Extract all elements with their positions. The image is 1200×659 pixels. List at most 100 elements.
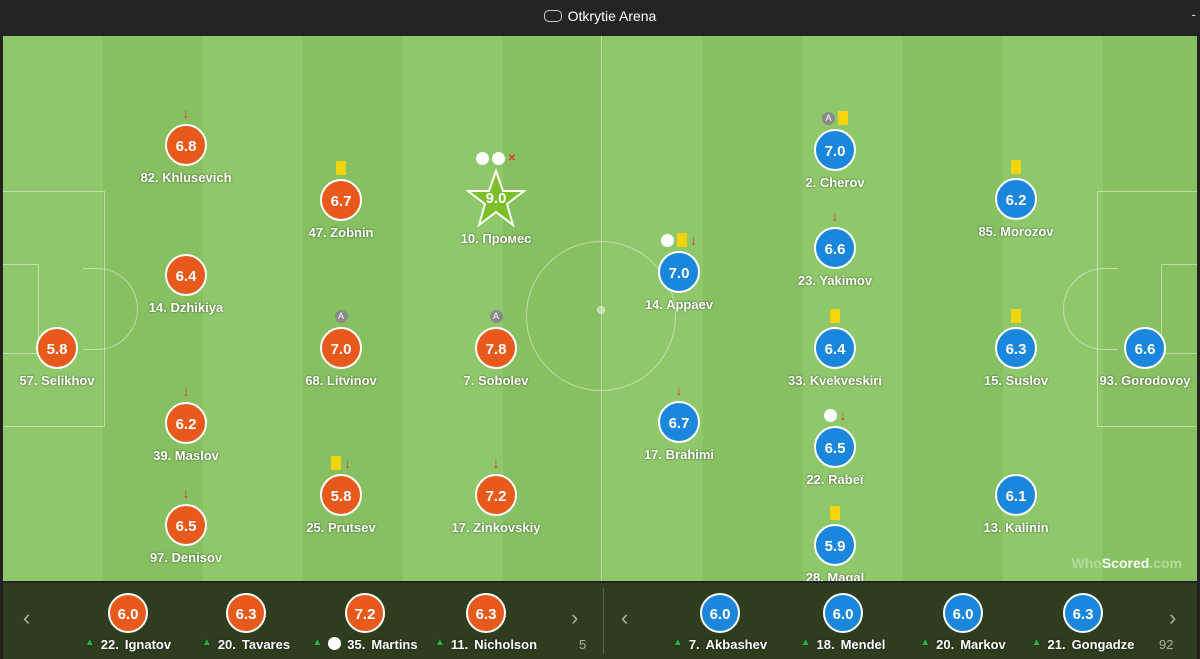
player-name: 23. Yakimov (797, 273, 873, 288)
subbed-off-icon: ↓ (839, 407, 847, 423)
player-marker[interactable]: A 7.0 2. Cherov (760, 109, 910, 190)
player-name: 25. Prutsev (306, 520, 376, 535)
player-name: 39. Maslov (153, 448, 219, 463)
yellow-card-icon (331, 456, 341, 470)
player-marker[interactable]: ↓ 6.6 23. Yakimov (760, 207, 910, 288)
substitute-marker[interactable]: 6.0 ▲ 20. Markov (893, 593, 1033, 652)
player-rating: 6.7 (658, 401, 700, 443)
yellow-card-icon (838, 111, 848, 125)
player-event-icons: ↓ (111, 484, 261, 502)
player-rating: 6.6 (814, 227, 856, 269)
yellow-card-icon (1011, 160, 1021, 174)
substitute-rating: 6.0 (943, 593, 983, 633)
player-marker[interactable]: A 7.8 7. Sobolev (421, 307, 571, 388)
substitute-name: Ignatov (124, 637, 172, 652)
substitute-name: Markov (960, 637, 1006, 652)
substitute-rating: 6.3 (466, 593, 506, 633)
player-marker[interactable]: A 7.0 68. Litvinov (266, 307, 416, 388)
substitute-marker[interactable]: 6.0 ▲ 18. Mendel (773, 593, 913, 652)
player-marker[interactable]: 6.3 15. Suslov (941, 307, 1091, 388)
goal-ball-icon (661, 233, 674, 247)
player-event-icons: ↓ (111, 104, 261, 122)
player-rating: 6.4 (165, 254, 207, 296)
assist-icon: A (334, 309, 348, 323)
player-marker[interactable]: ↓ 6.8 82. Khlusevich (111, 104, 261, 185)
yellow-card-icon (830, 506, 840, 520)
player-rating: 5.8 (320, 474, 362, 516)
player-rating: 5.8 (36, 327, 78, 369)
subbed-off-icon: ↓ (182, 105, 190, 121)
substitute-number: 20. (217, 637, 236, 652)
player-marker[interactable]: ✕ 9.0 10. Промес (421, 149, 571, 246)
player-marker[interactable]: ↓ 6.2 39. Maslov (111, 382, 261, 463)
assist-icon: A (822, 111, 835, 125)
player-marker[interactable]: ↓ 6.5 97. Denisov (111, 484, 261, 565)
player-marker[interactable]: 6.1 13. Kalinin (941, 454, 1091, 535)
subbed-on-icon: ▲ (1031, 637, 1042, 648)
substitute-marker[interactable]: 6.0 ▲ 22. Ignatov (58, 593, 198, 652)
player-event-icons: A (760, 109, 910, 127)
man-of-the-match-star-icon: 9.0 (466, 169, 526, 227)
player-event-icons (941, 158, 1091, 176)
player-rating: 7.0 (658, 251, 700, 293)
substitute-marker[interactable]: 6.3 ▲ 21. Gongadze (1013, 593, 1153, 652)
substitute-number: 35. (347, 637, 366, 652)
goal-ball-icon (475, 151, 489, 165)
subbed-off-icon: ↓ (492, 455, 500, 471)
player-rating: 7.0 (814, 129, 856, 171)
bench-away-next-arrow[interactable]: › (1169, 605, 1177, 630)
substitute-marker[interactable]: 6.0 ▲ 7. Akbashev (650, 593, 790, 652)
player-event-icons (266, 159, 416, 177)
substitute-rating: 6.0 (700, 593, 740, 633)
player-name: 13. Kalinin (983, 520, 1049, 535)
player-rating: 6.5 (165, 504, 207, 546)
player-marker[interactable]: ↓ 7.0 14. Appaev (604, 231, 754, 312)
player-event-icons: ↓ (760, 207, 910, 225)
player-marker[interactable]: 5.9 28. Magal (760, 504, 910, 581)
substitute-name-row: ▲ 22. Ignatov (58, 637, 198, 652)
player-rating: 7.0 (320, 327, 362, 369)
player-marker[interactable]: 6.6 93. Gorodovoy (1070, 307, 1197, 388)
left-goal-box (3, 264, 39, 354)
subbed-off-icon: ↓ (344, 455, 351, 471)
player-marker[interactable]: ↓ 7.2 17. Zinkovskiy (421, 454, 571, 535)
substitute-name-row: ▲ 18. Mendel (773, 637, 913, 652)
bench-away-prev-arrow[interactable]: ‹ (621, 605, 629, 630)
player-name: 2. Cherov (805, 175, 865, 190)
bench-home-prev-arrow[interactable]: ‹ (23, 605, 31, 630)
subbed-on-icon: ▲ (312, 637, 323, 648)
player-marker[interactable]: 6.7 47. Zobnin (266, 159, 416, 240)
player-rating: 9.0 (485, 190, 507, 207)
substitute-number: 18. (816, 637, 835, 652)
player-rating: 7.8 (475, 327, 517, 369)
player-marker[interactable]: 6.4 14. Dzhikiya (111, 234, 261, 315)
player-marker[interactable]: ↓ 6.5 22. Rabeï (760, 406, 910, 487)
substitute-number: 20. (936, 637, 955, 652)
player-event-icons: ✕ (421, 149, 571, 167)
substitute-name: Mendel (840, 637, 886, 652)
player-marker[interactable]: ↓ 6.7 17. Brahimi (604, 381, 754, 462)
player-event-icons (111, 234, 261, 252)
subbed-off-icon: ↓ (831, 208, 839, 224)
player-name: 17. Zinkovskiy (451, 520, 541, 535)
bench-home-next-arrow[interactable]: › (571, 605, 579, 630)
substitute-name: Martins (371, 637, 418, 652)
collapse-button[interactable]: - (1191, 6, 1196, 22)
player-marker[interactable]: 5.8 57. Selikhov (3, 307, 132, 388)
center-circle (526, 241, 676, 391)
substitute-name: Tavares (241, 637, 291, 652)
player-event-icons (1070, 307, 1197, 325)
substitute-rating: 6.3 (1063, 593, 1103, 633)
substitute-marker[interactable]: 6.3 ▲ 11. Nicholson (416, 593, 556, 652)
substitute-name-row: ▲ 11. Nicholson (416, 637, 556, 652)
player-marker[interactable]: 6.2 85. Morozov (941, 158, 1091, 239)
player-event-icons: ↓ (604, 231, 754, 249)
subbed-on-icon: ▲ (84, 637, 95, 648)
player-marker[interactable]: 6.4 33. Kvekveskiri (760, 307, 910, 388)
substitute-marker[interactable]: 6.3 ▲ 20. Tavares (176, 593, 316, 652)
player-event-icons (3, 307, 132, 325)
substitute-marker[interactable]: 7.2 ▲ 35. Martins (295, 593, 435, 652)
player-name: 17. Brahimi (643, 447, 715, 462)
player-marker[interactable]: ↓ 5.8 25. Prutsev (266, 454, 416, 535)
player-rating: 6.2 (165, 402, 207, 444)
